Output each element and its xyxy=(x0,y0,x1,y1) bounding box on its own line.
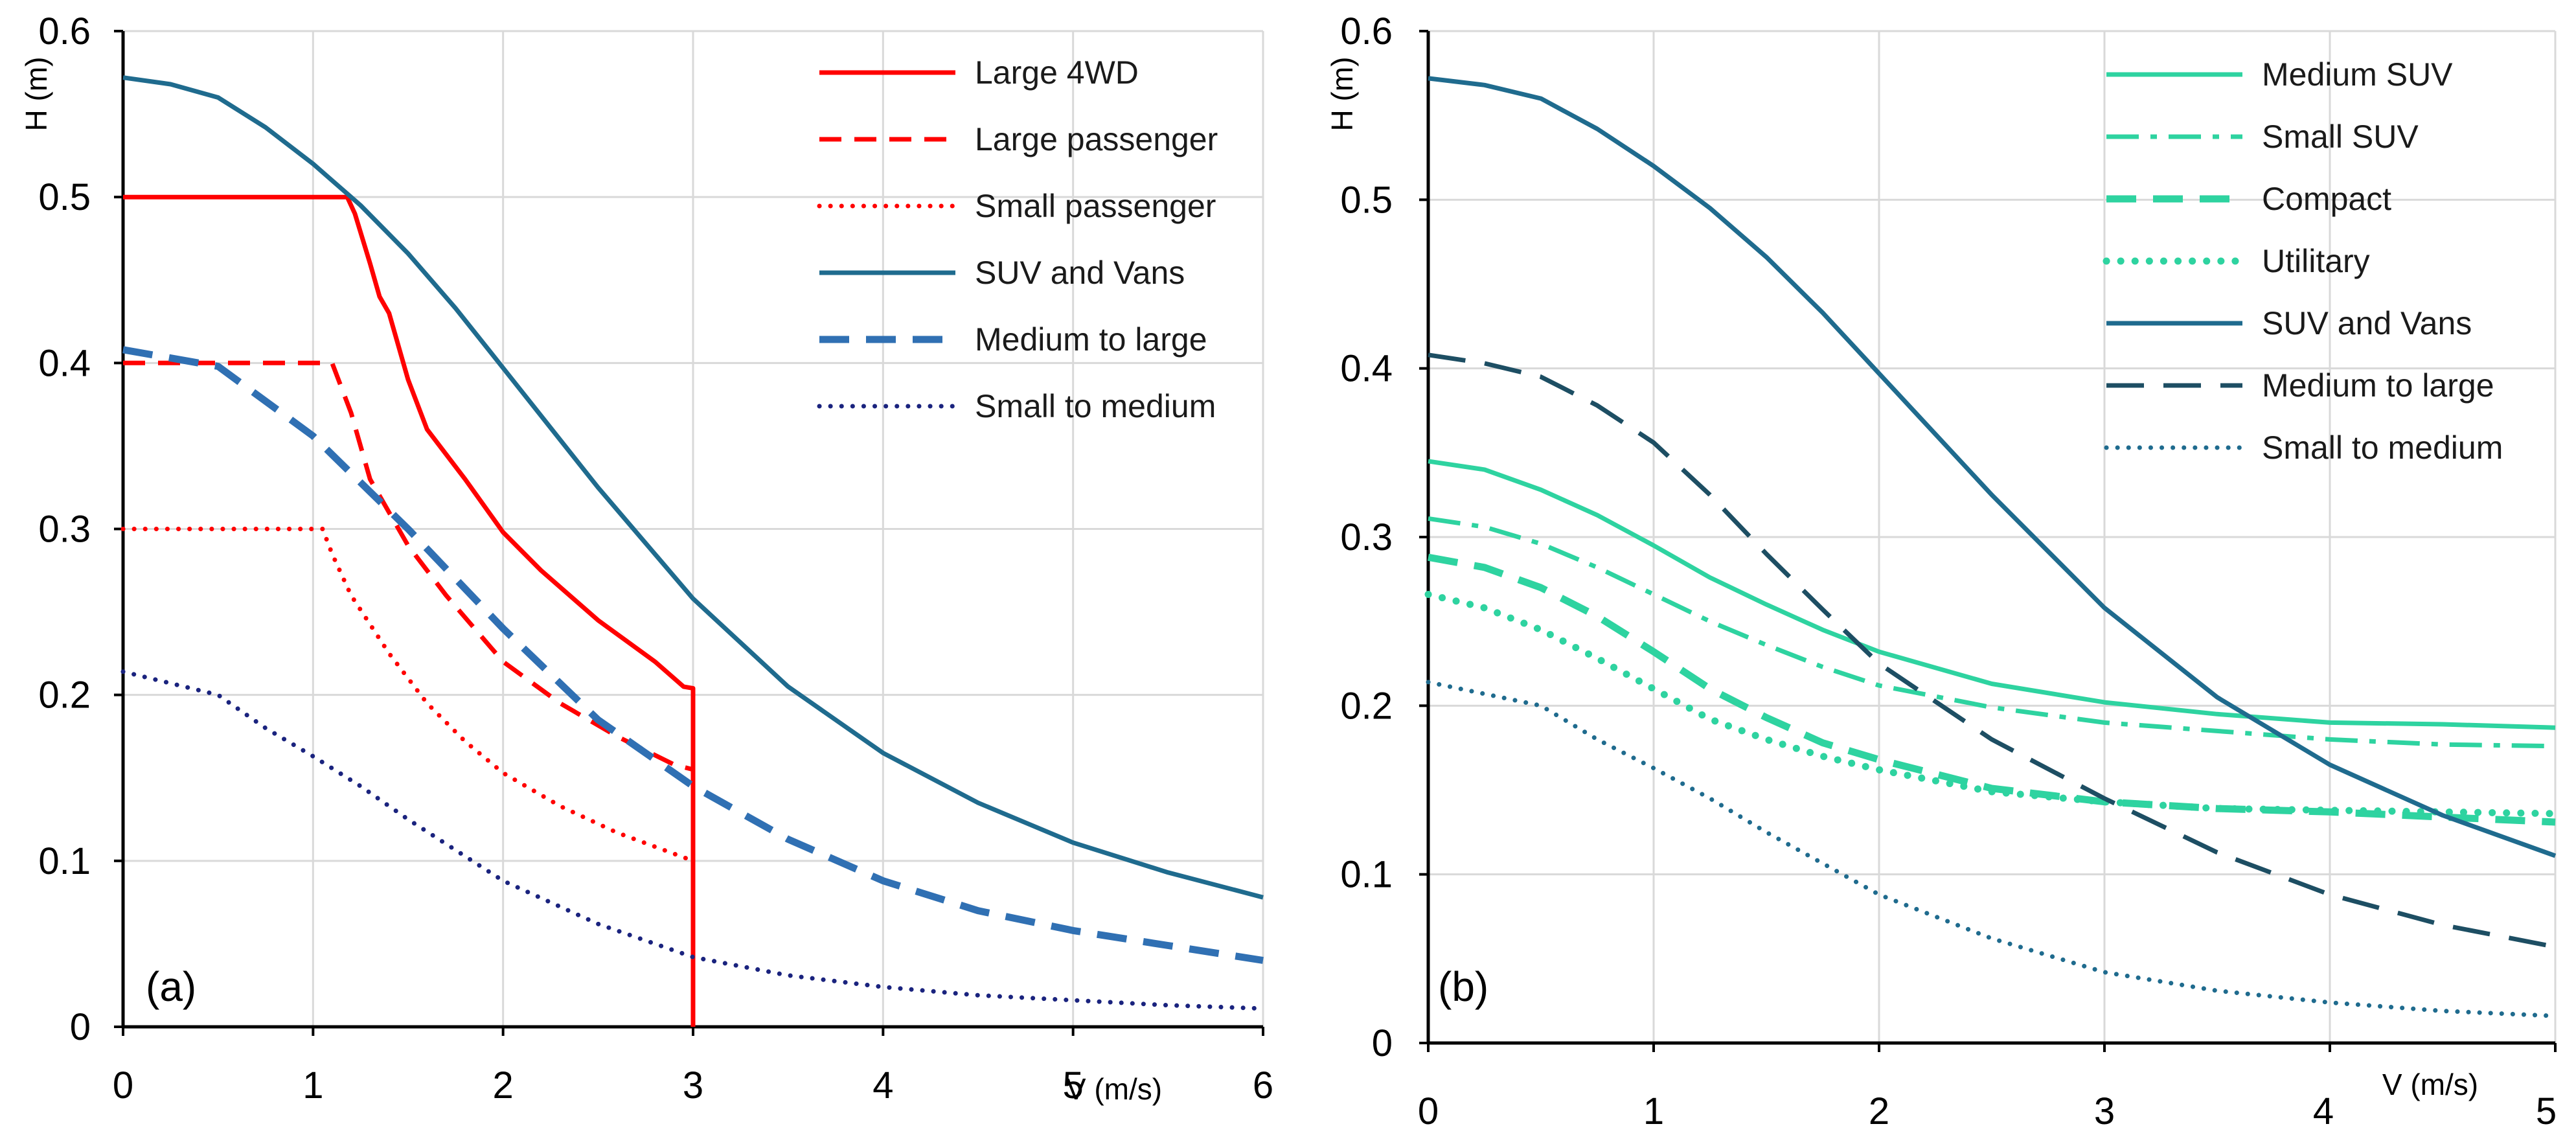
legend-label: SUV and Vans xyxy=(975,255,1185,291)
x-tick-label: 0 xyxy=(113,1064,133,1106)
panel-label: (a) xyxy=(146,963,196,1010)
legend-label: Small passenger xyxy=(975,188,1216,224)
series-line-large-passenger xyxy=(123,360,696,1027)
x-tick-label: 3 xyxy=(2094,1090,2115,1132)
y-tick-label: 0.5 xyxy=(38,176,91,218)
x-tick-label: 1 xyxy=(302,1064,323,1106)
y-tick-label: 0.3 xyxy=(1340,516,1393,558)
legend-label: Medium SUV xyxy=(2262,56,2453,93)
series-line-utilitary xyxy=(1424,591,2559,818)
y-tick-label: 0.4 xyxy=(38,342,91,384)
series-line-medium-to-large xyxy=(122,346,1264,964)
y-tick-label: 0.1 xyxy=(38,840,91,882)
legend-label: Small to medium xyxy=(975,388,1216,424)
chart-panel-b: 0 0.1 0.2 0.3 0.4 0.5 0.6 0 1 2 3 4 5 V (m/s) H (m) (b)… xyxy=(1325,10,2559,1132)
y-tick-label: 0.1 xyxy=(1340,854,1393,896)
y-tick-label: 0 xyxy=(70,1006,91,1048)
y-tick-label: 0.6 xyxy=(1340,10,1393,52)
y-tick-label: 0 xyxy=(1372,1022,1393,1064)
x-tick-label: 0 xyxy=(1418,1090,1439,1132)
legend-label: SUV and Vans xyxy=(2262,305,2472,341)
series-line-suv-and-vans xyxy=(122,75,1264,900)
legend-label: Large 4WD xyxy=(975,54,1139,91)
x-tick-label: 6 xyxy=(1253,1064,1273,1106)
legend: Medium SUV Small SUV Compact Utilitary SUV a… xyxy=(2103,56,2503,466)
y-tick-label: 0.6 xyxy=(38,10,91,52)
chart-panel-a: 0 0.1 0.2 0.3 0.4 0.5 0.6 0 1 2 3 4 5 6 V (m/s) H (m) (a… xyxy=(19,10,1273,1106)
legend: Large 4WD Large passenger Small passenger S… xyxy=(817,54,1218,424)
legend-label: Small to medium xyxy=(2262,430,2503,466)
series-line-medium-to-large xyxy=(1428,352,2556,950)
x-tick-label: 5 xyxy=(2536,1090,2557,1132)
y-tick-label: 0.4 xyxy=(1340,348,1393,390)
x-tick-label: 5 xyxy=(1063,1064,1084,1106)
legend-label: Utilitary xyxy=(2262,243,2370,279)
legend-label: Medium to large xyxy=(2262,367,2494,404)
series-line-compact xyxy=(1428,553,2556,826)
y-tick-label: 0.3 xyxy=(38,509,91,551)
x-axis-title: V (m/s) xyxy=(2382,1068,2478,1101)
x-tick-label: 3 xyxy=(683,1064,703,1106)
series-line-small-suv xyxy=(1428,516,2556,749)
x-tick-label: 4 xyxy=(2313,1090,2334,1132)
x-tick-label: 1 xyxy=(1643,1090,1664,1132)
y-axis-title: H (m) xyxy=(1325,57,1359,132)
legend-label: Medium to large xyxy=(975,321,1207,358)
legend-label: Large passenger xyxy=(975,121,1218,157)
series-line-medium-suv xyxy=(1428,459,2556,730)
y-tick-label: 0.2 xyxy=(1340,685,1393,727)
panel-label: (b) xyxy=(1438,963,1488,1010)
x-tick-label: 4 xyxy=(872,1064,893,1106)
series-line-suv-and-vans xyxy=(1428,76,2557,858)
series-line-large-4wd xyxy=(123,194,696,1027)
x-axis-title: V (m/s) xyxy=(1066,1072,1162,1106)
legend-label: Small SUV xyxy=(2262,119,2419,155)
y-tick-label: 0.5 xyxy=(1340,179,1393,221)
legend-label: Compact xyxy=(2262,181,2391,217)
y-axis-title: H (m) xyxy=(19,57,53,132)
y-tick-label: 0.2 xyxy=(38,674,91,717)
x-tick-label: 2 xyxy=(1869,1090,1889,1132)
x-tick-label: 2 xyxy=(493,1064,514,1106)
